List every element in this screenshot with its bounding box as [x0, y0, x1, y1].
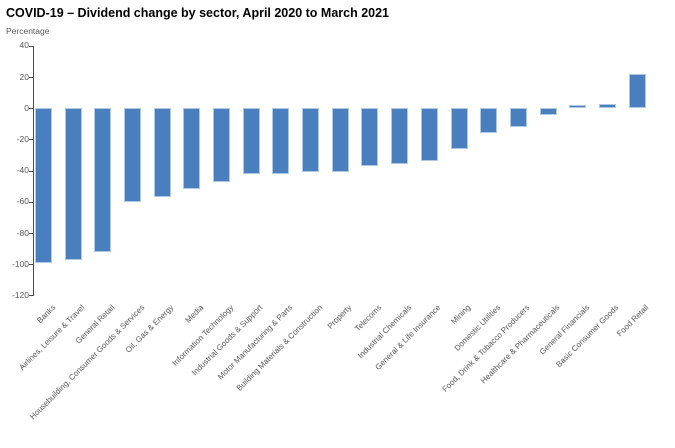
bar — [420, 108, 438, 162]
bar — [213, 108, 231, 182]
y-tick-mark — [29, 139, 33, 141]
y-tick-mark — [29, 45, 33, 47]
bar — [242, 108, 260, 174]
y-tick-mark — [29, 295, 33, 297]
y-tick-label: -60 — [16, 196, 29, 207]
bar — [331, 108, 349, 173]
y-tick-label: -120 — [11, 289, 29, 300]
bar — [302, 108, 320, 173]
x-category-label: Industrial Chemicals — [355, 303, 414, 361]
bar — [509, 108, 527, 127]
bar — [64, 108, 82, 260]
bar — [480, 108, 498, 134]
y-tick-mark — [29, 233, 33, 235]
x-category-label: General Financials — [537, 303, 592, 357]
bar — [272, 108, 290, 174]
bar — [183, 108, 201, 190]
y-tick-label: -80 — [16, 227, 29, 238]
y-axis-line — [33, 45, 34, 297]
bar — [124, 108, 142, 202]
x-category-label: Domestic Utilities — [452, 303, 503, 353]
x-category-label: Housebuilding, Consumer Goods & Services — [27, 303, 146, 422]
y-tick-label: 20 — [19, 71, 29, 82]
y-tick-mark — [29, 264, 33, 266]
y-tick-mark — [29, 77, 33, 79]
y-tick-mark — [29, 170, 33, 172]
x-category-label: Building Materials & Construction — [234, 303, 324, 393]
bar — [361, 108, 379, 166]
chart-title: COVID-19 – Dividend change by sector, Ap… — [6, 6, 390, 20]
x-category-label: Information Technology — [170, 303, 235, 368]
y-tick-label: 0 — [24, 102, 29, 113]
bar — [450, 108, 468, 149]
y-tick-label: -100 — [11, 258, 29, 269]
bar — [628, 73, 646, 109]
y-tick-label: 40 — [19, 40, 29, 51]
bar — [391, 108, 409, 165]
bar — [598, 103, 616, 109]
bar — [153, 108, 171, 198]
y-tick-label: -40 — [16, 165, 29, 176]
y-tick-mark — [29, 108, 33, 110]
y-axis-unit-label: Percentage — [6, 26, 50, 36]
bar — [569, 105, 587, 109]
bar — [94, 108, 112, 252]
bar — [539, 108, 557, 115]
y-tick-label: -20 — [16, 133, 29, 144]
y-tick-mark — [29, 201, 33, 203]
bar — [35, 108, 52, 263]
